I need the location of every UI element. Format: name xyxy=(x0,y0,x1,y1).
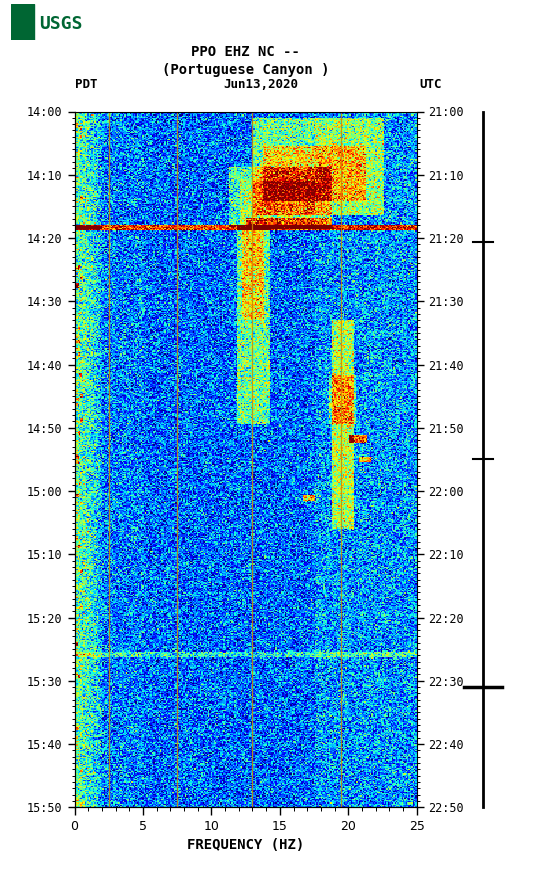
Text: USGS: USGS xyxy=(39,15,82,33)
Text: UTC: UTC xyxy=(420,78,442,91)
Text: Jun13,2020: Jun13,2020 xyxy=(224,78,299,91)
Bar xyxy=(11,4,34,40)
Text: (Portuguese Canyon ): (Portuguese Canyon ) xyxy=(162,62,330,77)
Text: PPO EHZ NC --: PPO EHZ NC -- xyxy=(191,45,300,59)
X-axis label: FREQUENCY (HZ): FREQUENCY (HZ) xyxy=(187,838,304,852)
Text: PDT: PDT xyxy=(75,78,97,91)
